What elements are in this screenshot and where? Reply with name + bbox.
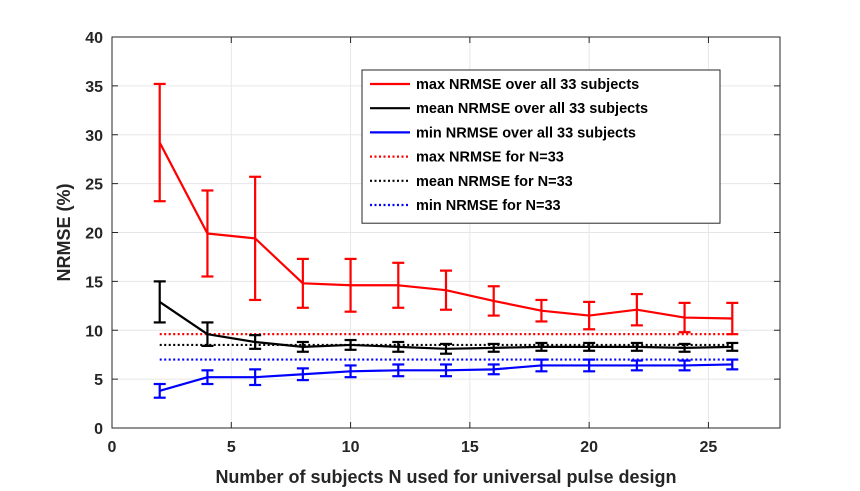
- x-tick-label: 0: [108, 439, 117, 456]
- y-axis-label: NRMSE (%): [54, 183, 74, 281]
- legend-entry: max NRMSE for N=33: [416, 150, 564, 166]
- legend-entry: mean NRMSE for N=33: [416, 174, 573, 190]
- y-tick-label: 15: [85, 274, 103, 291]
- legend-entry: max NRMSE over all 33 subjects: [416, 77, 639, 93]
- legend-entry: min NRMSE over all 33 subjects: [416, 125, 636, 141]
- x-axis-ticks: 0 5 10 15 20 25: [108, 37, 718, 456]
- y-tick-label: 35: [85, 79, 103, 96]
- series-layer: [153, 82, 739, 399]
- x-tick-label: 15: [461, 439, 479, 456]
- y-tick-label: 5: [94, 372, 103, 389]
- x-tick-label: 25: [700, 439, 718, 456]
- series-group: [153, 280, 739, 355]
- x-axis-label: Number of subjects N used for universal …: [215, 467, 676, 487]
- legend-entry: mean NRMSE over all 33 subjects: [416, 101, 648, 117]
- legend: max NRMSE over all 33 subjects mean NRMSE…: [361, 69, 721, 224]
- legend-entry: min NRMSE for N=33: [416, 198, 561, 214]
- x-tick-label: 20: [580, 439, 598, 456]
- y-axis-ticks: 0 5 10 15 20 25 30 35 40: [85, 30, 780, 438]
- y-tick-label: 30: [85, 128, 103, 145]
- y-tick-label: 40: [85, 30, 103, 47]
- y-tick-label: 0: [94, 421, 103, 438]
- y-tick-label: 10: [85, 323, 103, 340]
- y-tick-label: 20: [85, 226, 103, 243]
- x-tick-label: 5: [227, 439, 236, 456]
- series-group: [153, 358, 739, 399]
- legend-box: [361, 69, 721, 224]
- x-tick-label: 10: [342, 439, 360, 456]
- series-group: [153, 82, 739, 336]
- y-tick-label: 25: [85, 177, 103, 194]
